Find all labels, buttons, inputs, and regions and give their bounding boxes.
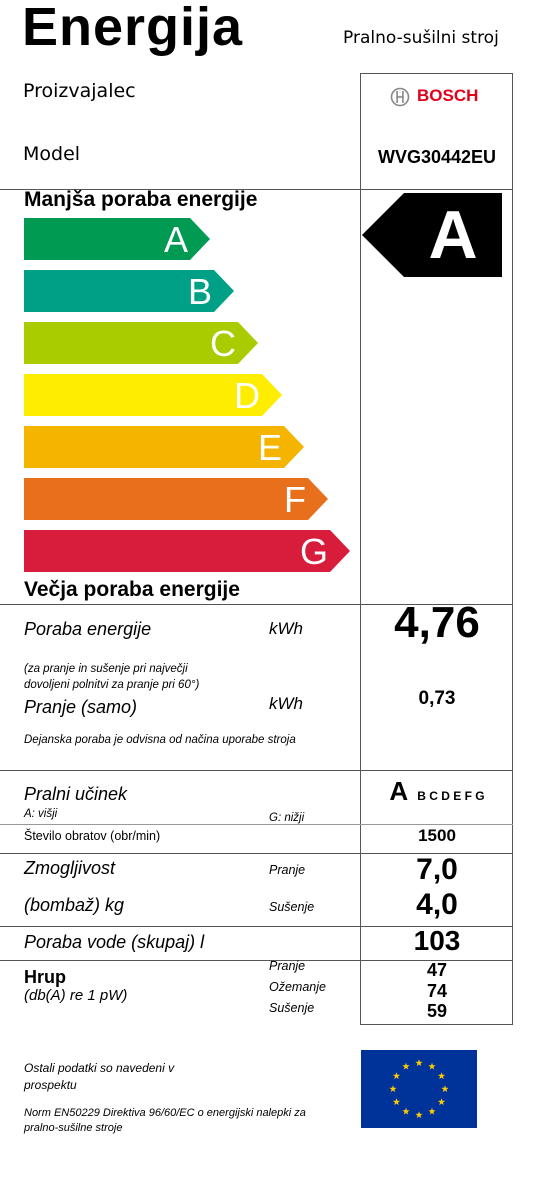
spin-speed-value: 1500 (418, 826, 456, 845)
scale-bottom-label: Večja poraba energije (24, 578, 240, 601)
energy-class-bar-f: F (24, 478, 328, 520)
capacity-dry-label: Sušenje (269, 900, 315, 914)
washing-performance-label: Pralni učinek (24, 784, 128, 804)
frame-top (360, 73, 513, 74)
divider-performance-top (0, 770, 513, 771)
energy-note: (za pranje in sušenje pri največji dovol… (24, 663, 200, 691)
energy-consumption-label: Poraba energije (24, 619, 152, 639)
model-label: Model (23, 143, 81, 165)
page-title: Energija (22, 0, 244, 57)
water-consumption-label: Poraba vode (skupaj) l (24, 932, 205, 952)
wash-only-value: 0,73 (418, 688, 456, 709)
energy-consumption-value: 4,76 (394, 598, 480, 647)
washing-performance-scale: A B C D E F G (362, 776, 512, 807)
frame-right (512, 73, 513, 1025)
energy-rating-arrow: A (362, 193, 502, 277)
footer-info: Ostali podatki so navedeni v prospektu (24, 1061, 175, 1092)
capacity-label-cotton: (bombaž) kg (24, 895, 125, 915)
footer-norm: Norm EN50229 Direktiva 96/60/EC o energi… (24, 1107, 306, 1134)
energy-class-letter-a: A (163, 219, 188, 260)
divider-noise-top (0, 960, 513, 961)
frame-bottom (360, 1024, 513, 1025)
divider-water-top (0, 926, 513, 927)
eu-star (437, 1098, 446, 1106)
eu-star (402, 1062, 410, 1070)
bosch-armature-icon (390, 87, 410, 107)
washing-performance-other-classes: B C D E F G (417, 789, 485, 803)
eu-stars-icon (361, 1050, 477, 1128)
energy-class-letter-b: B (187, 271, 212, 312)
divider-capacity-top (0, 853, 513, 854)
energy-rating-letter: A (428, 197, 478, 273)
energy-class-letter-f: F (284, 479, 306, 520)
eu-star (428, 1107, 436, 1115)
divider-energy-top (0, 604, 513, 605)
eu-star (392, 1098, 401, 1106)
wash-only-unit: kWh (269, 694, 303, 713)
energy-class-letter-c: C (210, 323, 236, 364)
scale-top-label: Manjša poraba energije (24, 188, 258, 211)
brand-name: BOSCH (417, 86, 479, 105)
noise-sublabel: (db(A) re 1 pW) (24, 987, 128, 1004)
water-consumption-value: 103 (413, 925, 461, 956)
capacity-label: Zmogljivost (24, 858, 116, 878)
capacity-wash-label: Pranje (269, 863, 306, 877)
eu-star (389, 1085, 397, 1093)
spin-speed-label: Število obratov (obr/min) (24, 829, 161, 843)
noise-wash-value: 47 (426, 960, 448, 980)
divider-scale-top (0, 189, 513, 190)
capacity-wash-value: 7,0 (416, 853, 458, 886)
eu-star (441, 1085, 449, 1093)
noise-label: Hrup (24, 967, 66, 987)
eu-star (402, 1107, 410, 1115)
eu-star (392, 1072, 401, 1080)
manufacturer-label: Proizvajalec (23, 80, 136, 102)
eu-star (437, 1072, 446, 1080)
noise-dry-label: Sušenje (269, 1001, 315, 1015)
noise-spin-label: Ožemanje (269, 980, 326, 994)
energy-class-bar-a: A (24, 218, 210, 260)
eu-star (415, 1111, 423, 1119)
energy-class-letter-g: G (299, 531, 328, 572)
wash-only-label: Pranje (samo) (24, 697, 138, 717)
energy-class-bar-b: B (24, 270, 234, 312)
eu-star (428, 1062, 436, 1070)
washing-performance-rating: A (389, 776, 409, 806)
noise-wash-label: Pranje (269, 959, 306, 973)
appliance-type: Pralno-sušilni stroj (343, 28, 499, 48)
energy-class-bar-c: C (24, 322, 258, 364)
bosch-logo: BOSCH (390, 86, 490, 108)
model-value: WVG30442EU (377, 147, 497, 167)
energy-class-bar-e: E (24, 426, 304, 468)
noise-dry-value: 59 (426, 1001, 448, 1021)
washing-performance-low: G: nižji (269, 812, 305, 824)
eu-star (415, 1059, 423, 1067)
frame-left (360, 73, 361, 1025)
divider-spin-top (0, 824, 513, 825)
energy-unit: kWh (269, 619, 303, 638)
eu-flag (361, 1050, 477, 1128)
capacity-dry-value: 4,0 (416, 888, 458, 921)
noise-spin-value: 74 (426, 981, 448, 1001)
energy-class-bar-g: G (24, 530, 350, 572)
energy-class-bar-d: D (24, 374, 282, 416)
washing-performance-high: A: višji (24, 808, 58, 820)
usage-note: Dejanska poraba je odvisna od načina upo… (24, 734, 296, 746)
energy-class-letter-d: D (234, 375, 260, 416)
energy-class-letter-e: E (257, 427, 282, 468)
